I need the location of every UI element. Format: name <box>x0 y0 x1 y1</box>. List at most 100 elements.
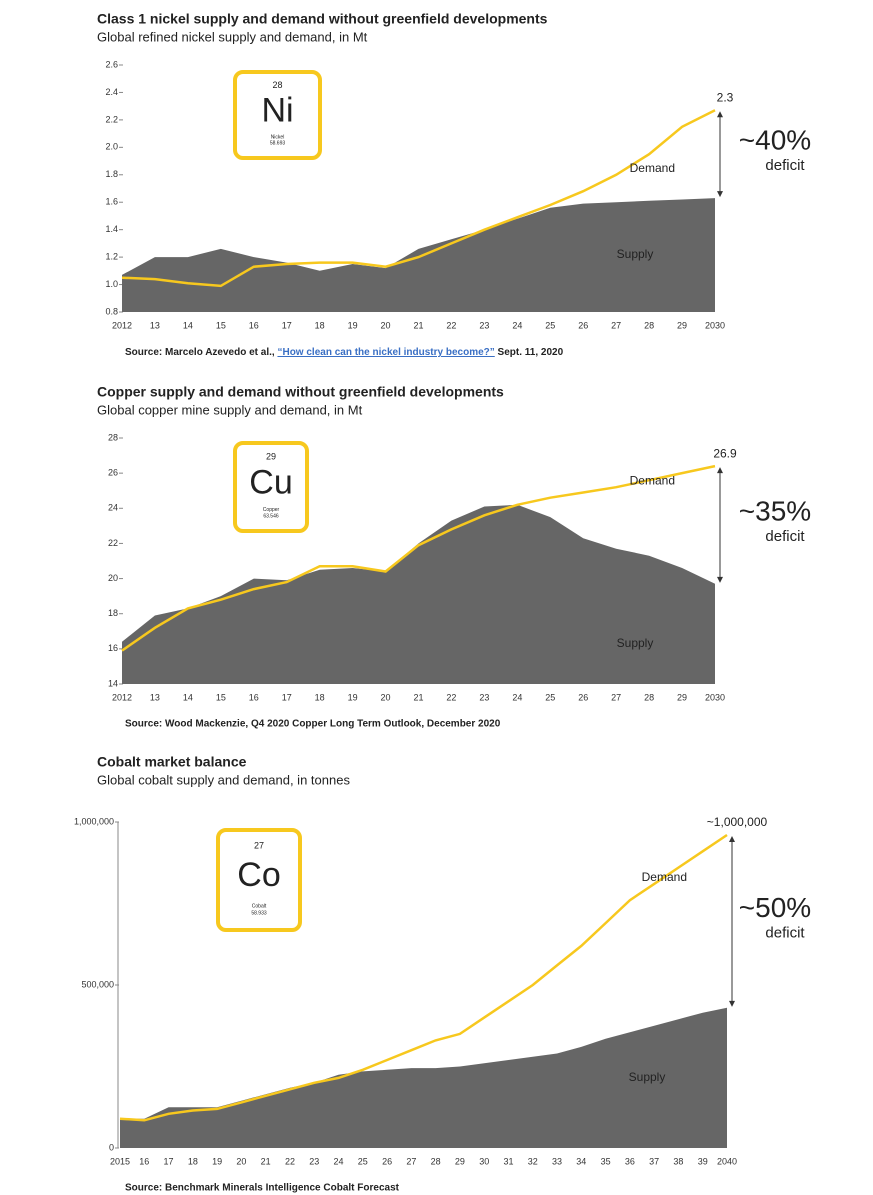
y-tick-label: 0.8 <box>105 306 118 316</box>
x-tick-label: 19 <box>348 320 358 330</box>
x-tick-label: 13 <box>150 692 160 702</box>
x-tick-label: 18 <box>315 692 325 702</box>
x-tick-label: 2030 <box>705 320 725 330</box>
supply-area <box>122 198 715 312</box>
y-tick-label: 22 <box>108 538 118 548</box>
element-symbol: Co <box>237 856 280 894</box>
end-label: ~1,000,000 <box>707 815 768 829</box>
chart-subtitle: Global cobalt supply and demand, in tonn… <box>97 772 350 787</box>
element-name: Cobalt <box>252 903 267 909</box>
series-label: Demand <box>642 870 687 884</box>
x-tick-label: 28 <box>431 1156 441 1166</box>
x-tick-label: 30 <box>479 1156 489 1166</box>
x-tick-label: 25 <box>545 692 555 702</box>
x-tick-label: 37 <box>649 1156 659 1166</box>
chart-title: Class 1 nickel supply and demand without… <box>97 11 548 27</box>
x-tick-label: 16 <box>249 320 259 330</box>
source-text: Sept. 11, 2020 <box>495 347 564 358</box>
x-tick-label: 29 <box>455 1156 465 1166</box>
source-text: Source: Marcelo Azevedo et al., <box>125 347 277 358</box>
x-tick-label: 24 <box>512 692 522 702</box>
x-tick-label: 26 <box>382 1156 392 1166</box>
deficit-note: deficit <box>765 528 805 545</box>
x-tick-label: 14 <box>183 320 193 330</box>
x-tick-label: 33 <box>552 1156 562 1166</box>
x-tick-label: 14 <box>183 692 193 702</box>
x-tick-label: 17 <box>282 692 292 702</box>
chart-subtitle: Global copper mine supply and demand, in… <box>97 402 363 417</box>
x-tick-label: 39 <box>698 1156 708 1166</box>
x-tick-label: 25 <box>545 320 555 330</box>
x-tick-label: 26 <box>578 320 588 330</box>
y-tick-label: 2.4 <box>105 87 118 97</box>
series-label: Supply <box>617 247 654 261</box>
y-tick-label: 28 <box>108 432 118 442</box>
x-tick-label: 2012 <box>112 320 132 330</box>
arrow-head <box>717 111 723 118</box>
x-tick-label: 2030 <box>705 692 725 702</box>
supply-area <box>122 504 715 684</box>
element-number: 28 <box>272 80 282 90</box>
x-tick-label: 18 <box>315 320 325 330</box>
series-label: Demand <box>630 161 675 175</box>
y-tick-label: 18 <box>108 608 118 618</box>
x-tick-label: 24 <box>512 320 522 330</box>
x-tick-label: 17 <box>282 320 292 330</box>
x-tick-label: 24 <box>334 1156 344 1166</box>
deficit-note: deficit <box>765 924 805 941</box>
x-tick-label: 28 <box>644 692 654 702</box>
demand-line <box>121 109 716 288</box>
demand-line <box>119 833 728 1122</box>
series-label: Demand <box>630 473 675 487</box>
source-link[interactable]: “How clean can the nickel industry becom… <box>277 347 494 358</box>
source: Source: Wood Mackenzie, Q4 2020 Copper L… <box>125 719 501 730</box>
x-tick-label: 19 <box>348 692 358 702</box>
x-tick-label: 22 <box>446 692 456 702</box>
x-tick-label: 22 <box>446 320 456 330</box>
arrow-head <box>717 467 723 474</box>
y-tick-label: 1.0 <box>105 279 118 289</box>
y-tick-label: 16 <box>108 643 118 653</box>
x-tick-label: 23 <box>479 692 489 702</box>
y-tick-label: 2.2 <box>105 114 118 124</box>
x-tick-label: 20 <box>381 320 391 330</box>
series-label: Supply <box>617 636 654 650</box>
x-tick-label: 20 <box>236 1156 246 1166</box>
arrow-head <box>729 1000 735 1007</box>
source: Source: Marcelo Azevedo et al., “How cle… <box>125 347 564 358</box>
x-tick-label: 21 <box>261 1156 271 1166</box>
element-symbol: Ni <box>261 91 293 129</box>
supply-area <box>120 1007 727 1148</box>
x-tick-label: 18 <box>188 1156 198 1166</box>
y-tick-label: 24 <box>108 503 118 513</box>
arrow-head <box>729 836 735 843</box>
x-tick-label: 13 <box>150 320 160 330</box>
y-tick-label: 1.2 <box>105 251 118 261</box>
chart-title: Cobalt market balance <box>97 754 247 770</box>
x-tick-label: 29 <box>677 320 687 330</box>
element-weight: 58.933 <box>251 910 267 916</box>
y-tick-label: 0 <box>109 1142 114 1152</box>
x-tick-label: 36 <box>625 1156 635 1166</box>
x-tick-label: 31 <box>503 1156 513 1166</box>
x-tick-label: 25 <box>358 1156 368 1166</box>
arrow-head <box>717 191 723 198</box>
element-number: 29 <box>266 451 276 461</box>
y-tick-label: 26 <box>108 468 118 478</box>
x-tick-label: 21 <box>413 320 423 330</box>
y-tick-label: 1.4 <box>105 224 118 234</box>
x-tick-label: 34 <box>576 1156 586 1166</box>
y-tick-label: 2.6 <box>105 59 118 69</box>
x-tick-label: 23 <box>309 1156 319 1166</box>
source: Source: Benchmark Minerals Intelligence … <box>125 1183 400 1194</box>
y-tick-label: 2.0 <box>105 142 118 152</box>
x-tick-label: 2015 <box>110 1156 130 1166</box>
element-weight: 58.693 <box>270 141 286 147</box>
x-tick-label: 29 <box>677 692 687 702</box>
element-symbol: Cu <box>249 463 292 501</box>
x-tick-label: 27 <box>611 320 621 330</box>
x-tick-label: 28 <box>644 320 654 330</box>
x-tick-label: 19 <box>212 1156 222 1166</box>
deficit-percent: ~40% <box>739 125 811 156</box>
